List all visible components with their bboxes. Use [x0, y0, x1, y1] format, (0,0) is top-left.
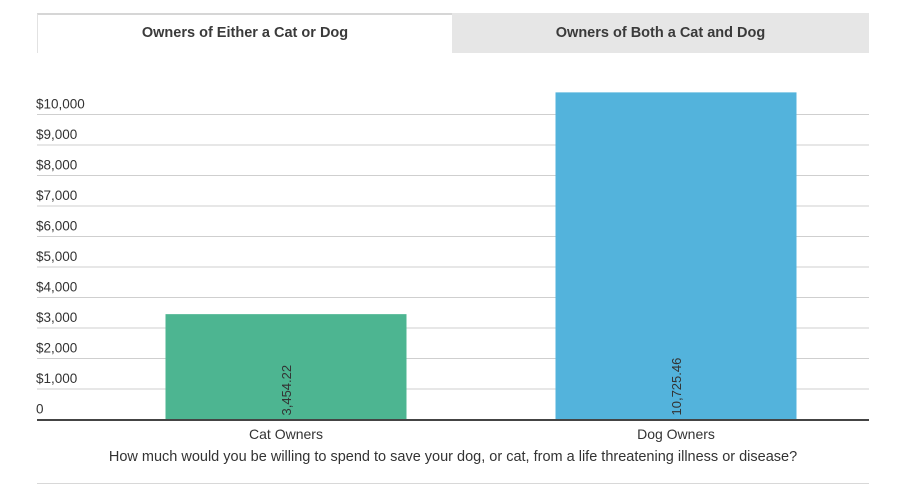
y-tick-label: $3,000	[36, 310, 77, 325]
y-tick-label: $5,000	[36, 249, 77, 264]
y-tick-label: $9,000	[36, 127, 77, 142]
bar-value-label: 10,725.46	[669, 358, 684, 416]
y-tick-label: $8,000	[36, 158, 77, 173]
tab-either-cat-or-dog[interactable]: Owners of Either a Cat or Dog	[37, 13, 452, 53]
chart-caption: How much would you be willing to spend t…	[108, 449, 798, 465]
x-tick-label: Dog Owners	[637, 426, 715, 442]
y-tick-label: $4,000	[36, 280, 77, 295]
y-tick-label: $1,000	[36, 371, 77, 386]
tab-both-cat-and-dog[interactable]: Owners of Both a Cat and Dog	[452, 13, 869, 53]
y-tick-label: $10,000	[36, 97, 85, 112]
chart-tabs: Owners of Either a Cat or Dog Owners of …	[37, 13, 869, 53]
y-tick-label: $7,000	[36, 188, 77, 203]
bar	[555, 92, 797, 420]
y-tick-label: $2,000	[36, 341, 77, 356]
x-tick-label: Cat Owners	[249, 426, 323, 442]
bar	[165, 314, 407, 420]
y-tick-label: $6,000	[36, 219, 77, 234]
y-tick-label: 0	[36, 402, 44, 417]
bar-value-label: 3,454.22	[279, 365, 294, 416]
bottom-divider	[37, 483, 869, 484]
